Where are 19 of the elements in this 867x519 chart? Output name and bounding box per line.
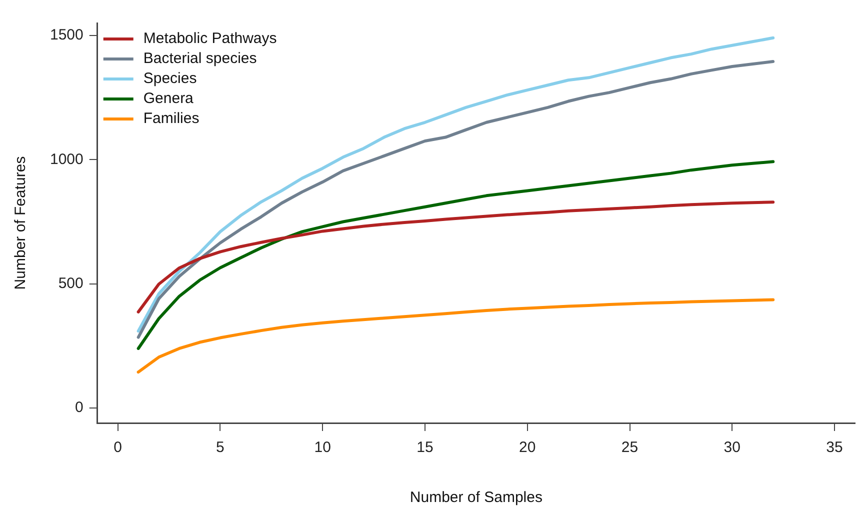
y-tick-label: 1500	[50, 26, 84, 44]
x-axis-title: Number of Samples	[410, 489, 542, 506]
legend-label: Genera	[143, 90, 194, 108]
x-tick-label: 30	[724, 439, 740, 456]
y-tick-label: 1000	[50, 150, 84, 168]
x-tick-label: 15	[416, 439, 434, 456]
x-tick-label: 10	[314, 439, 331, 456]
legend-label: Metabolic Pathways	[143, 30, 277, 48]
x-tick-label: 35	[826, 439, 843, 456]
x-tick-label: 20	[519, 439, 536, 456]
y-tick-label: 0	[75, 399, 84, 416]
x-tick-label: 5	[216, 439, 224, 456]
y-tick-label: 500	[58, 275, 84, 292]
legend-label: Species	[143, 70, 197, 88]
x-tick-label: 0	[114, 439, 122, 456]
legend-label: Families	[143, 110, 200, 128]
legend-label: Bacterial species	[143, 50, 257, 68]
x-tick-label: 25	[621, 439, 638, 456]
y-axis-title: Number of Features	[12, 156, 30, 290]
